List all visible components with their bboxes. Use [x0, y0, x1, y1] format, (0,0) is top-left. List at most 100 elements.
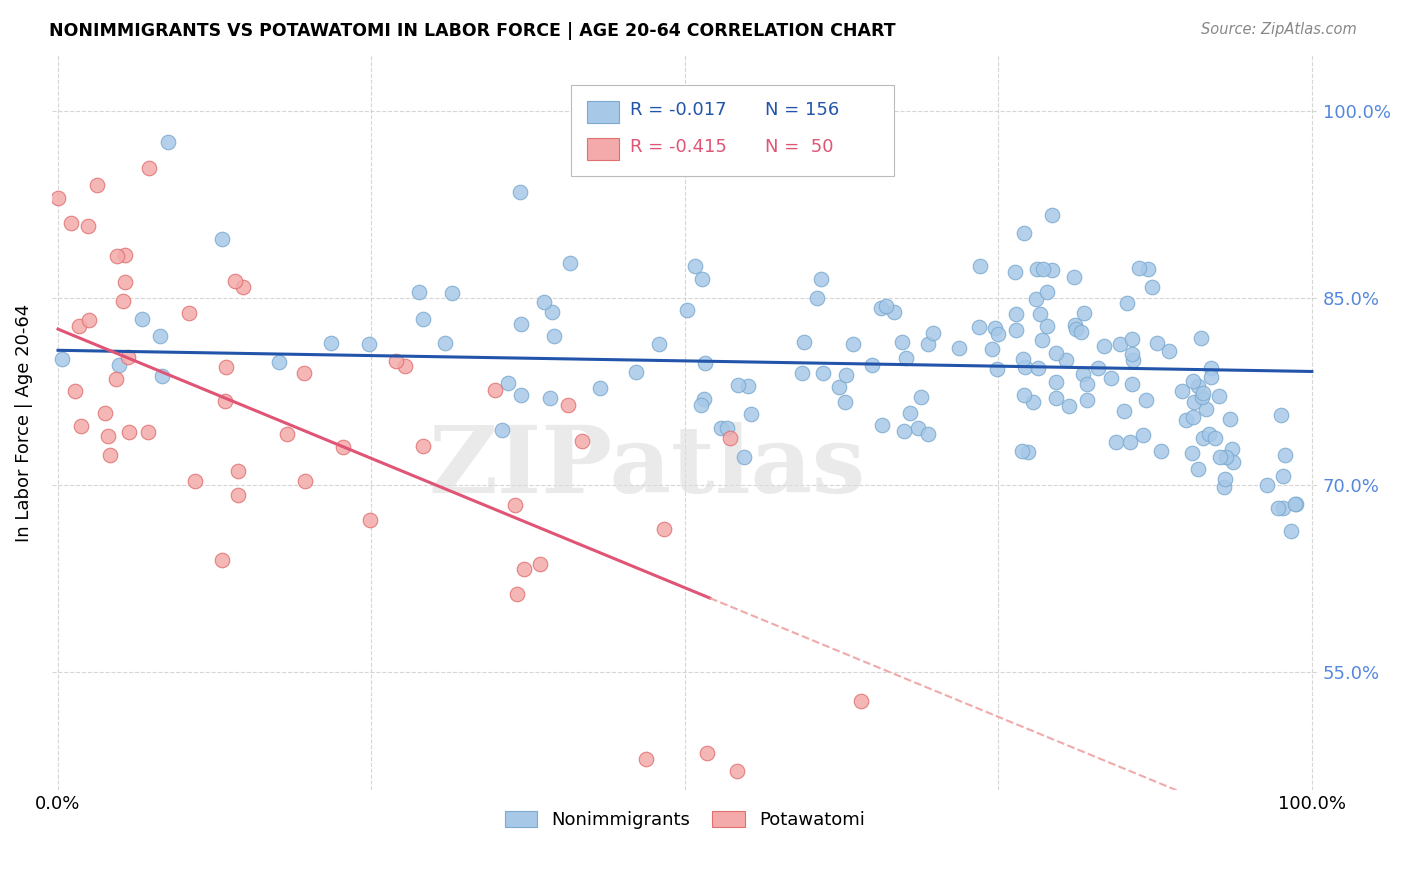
Point [112, 294, 135, 309]
Point [740, 408, 762, 422]
Point [969, 260, 991, 274]
Point [1284, 497, 1306, 511]
Point [1087, 361, 1109, 376]
Point [1192, 431, 1215, 445]
Point [509, 185, 531, 199]
Point [1208, 450, 1230, 464]
Point [533, 295, 555, 310]
Point [1054, 352, 1077, 367]
Point [917, 336, 939, 351]
Point [1140, 279, 1163, 293]
Point [408, 285, 430, 299]
Point [1045, 375, 1067, 389]
Point [696, 746, 718, 760]
Point [983, 321, 1005, 335]
Point [1171, 384, 1194, 399]
Point [1187, 379, 1209, 393]
Point [359, 337, 381, 351]
Y-axis label: In Labor Force | Age 20-64: In Labor Force | Age 20-64 [15, 303, 32, 541]
Point [1121, 377, 1143, 392]
Point [1092, 339, 1115, 353]
Point [76, 219, 98, 233]
Point [538, 391, 561, 405]
Point [1036, 285, 1059, 299]
Point [835, 368, 858, 382]
Point [211, 232, 233, 246]
Bar [588, 138, 619, 161]
Point [1025, 292, 1047, 306]
Point [1040, 263, 1063, 277]
Point [93, 406, 115, 420]
Point [484, 383, 506, 397]
Point [1192, 386, 1215, 401]
Point [86, 178, 108, 192]
Point [1182, 395, 1205, 409]
Point [224, 274, 246, 288]
Point [737, 379, 759, 393]
Legend: Nonimmigrants, Potawatomi: Nonimmigrants, Potawatomi [498, 804, 872, 836]
Point [1128, 261, 1150, 276]
Point [226, 488, 249, 502]
Point [1220, 442, 1243, 457]
Point [981, 342, 1004, 356]
Point [1045, 391, 1067, 405]
Point [1267, 501, 1289, 516]
Point [652, 522, 675, 536]
Text: R = -0.017: R = -0.017 [630, 102, 727, 120]
Point [46, 191, 69, 205]
Point [571, 434, 593, 448]
Point [1157, 344, 1180, 359]
Point [150, 368, 173, 383]
Point [1222, 455, 1244, 469]
Point [849, 693, 872, 707]
Point [294, 474, 316, 488]
Point [51, 351, 73, 366]
Point [491, 423, 513, 437]
Text: Source: ZipAtlas.com: Source: ZipAtlas.com [1201, 22, 1357, 37]
Point [1026, 361, 1049, 376]
Point [813, 367, 835, 381]
Point [108, 358, 131, 372]
Point [986, 362, 1008, 376]
Point [1071, 367, 1094, 381]
Point [1025, 262, 1047, 277]
Point [1122, 353, 1144, 368]
Point [1208, 389, 1230, 403]
Point [1004, 308, 1026, 322]
Point [1012, 226, 1035, 240]
Point [1112, 404, 1135, 418]
Point [557, 398, 579, 412]
Point [1064, 322, 1087, 336]
Point [183, 474, 205, 488]
Bar [588, 102, 619, 123]
Point [875, 299, 897, 313]
Point [267, 355, 290, 369]
Point [710, 421, 733, 435]
Point [1191, 390, 1213, 404]
Point [69, 419, 91, 434]
Point [1105, 435, 1128, 450]
Point [806, 292, 828, 306]
Point [1063, 270, 1085, 285]
Point [543, 329, 565, 343]
Point [1213, 480, 1236, 494]
Point [1022, 395, 1045, 409]
Point [790, 366, 813, 380]
Point [513, 562, 536, 576]
Point [1029, 307, 1052, 321]
Point [529, 558, 551, 572]
Point [215, 360, 238, 375]
Point [1201, 370, 1223, 384]
Point [1270, 408, 1292, 422]
Point [1181, 374, 1204, 388]
Point [1057, 399, 1080, 413]
Point [689, 398, 711, 412]
Point [893, 424, 915, 438]
Point [725, 764, 748, 779]
Point [149, 329, 172, 343]
Point [870, 418, 893, 433]
Point [1099, 370, 1122, 384]
Point [922, 326, 945, 340]
Point [1108, 337, 1130, 351]
Point [828, 380, 851, 394]
